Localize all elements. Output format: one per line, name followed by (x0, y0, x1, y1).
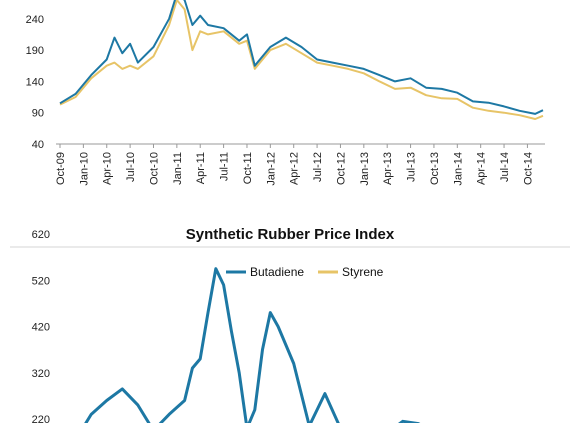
bottom-y-axis: 220 320 420 520 620 (32, 229, 50, 423)
bottom-series-group (84, 267, 421, 423)
top-x-tick-label: Jan-13 (359, 152, 371, 186)
top-x-axis-labels: Oct-09 Jan-10 Apr-10 Jul-10 Oct-10 Jan-11 Apr-… (55, 144, 534, 186)
top-x-tick-label: Jan-14 (452, 152, 464, 186)
bottom-chart-title: Synthetic Rubber Price Index (186, 226, 395, 243)
top-x-tick-label: Apr-12 (289, 152, 301, 185)
top-x-tick-label: Jan-10 (78, 152, 90, 186)
top-x-tick-label: Oct-12 (335, 152, 347, 185)
top-x-tick-label: Jul-12 (312, 152, 324, 182)
top-x-tick-label: Jan-12 (265, 152, 277, 186)
top-y-tick-label: 190 (26, 45, 44, 57)
top-x-tick-label: Jul-14 (499, 152, 511, 182)
top-x-tick-label: Oct-09 (55, 152, 67, 185)
top-x-tick-label: Oct-11 (242, 152, 254, 184)
legend-label-styrene: Styrene (342, 265, 384, 279)
top-x-tick-label: Jul-10 (125, 152, 137, 182)
top-y-axis: 40 90 140 190 240 (26, 14, 44, 151)
bottom-y-tick-label: 620 (32, 229, 50, 241)
top-x-tick-label: Apr-11 (195, 152, 207, 184)
top-x-tick-label: Apr-10 (102, 152, 114, 185)
top-x-tick-label: Oct-10 (148, 152, 160, 185)
bottom-y-tick-label: 520 (32, 275, 50, 287)
top-x-tick-label: Oct-14 (522, 152, 534, 185)
top-y-tick-label: 140 (26, 76, 44, 88)
top-x-tick-label: Jan-11 (172, 152, 184, 185)
top-y-tick-label: 240 (26, 14, 44, 26)
top-x-tick-label: Apr-13 (382, 152, 394, 185)
bottom-y-tick-label: 320 (32, 368, 50, 380)
legend-label-butadiene: Butadiene (250, 265, 304, 279)
bottom-chart: Synthetic Rubber Price Index Butadiene S… (32, 226, 421, 423)
bottom-y-tick-label: 420 (32, 322, 50, 334)
top-y-tick-label: 40 (32, 139, 44, 151)
top-series-group (59, 0, 544, 120)
top-series-line-gold (59, 0, 544, 120)
top-x-tick-label: Apr-14 (476, 152, 488, 185)
bottom-y-tick-label: 220 (32, 414, 50, 423)
top-series-line-blue (59, 0, 544, 115)
top-x-tick-label: Jul-11 (219, 152, 231, 181)
legend: Butadiene Styrene (226, 265, 384, 279)
top-x-tick-label: Jul-13 (406, 152, 418, 182)
top-y-tick-label: 90 (32, 108, 44, 120)
top-x-tick-label: Oct-13 (429, 152, 441, 185)
series-line-butadiene (84, 267, 421, 423)
